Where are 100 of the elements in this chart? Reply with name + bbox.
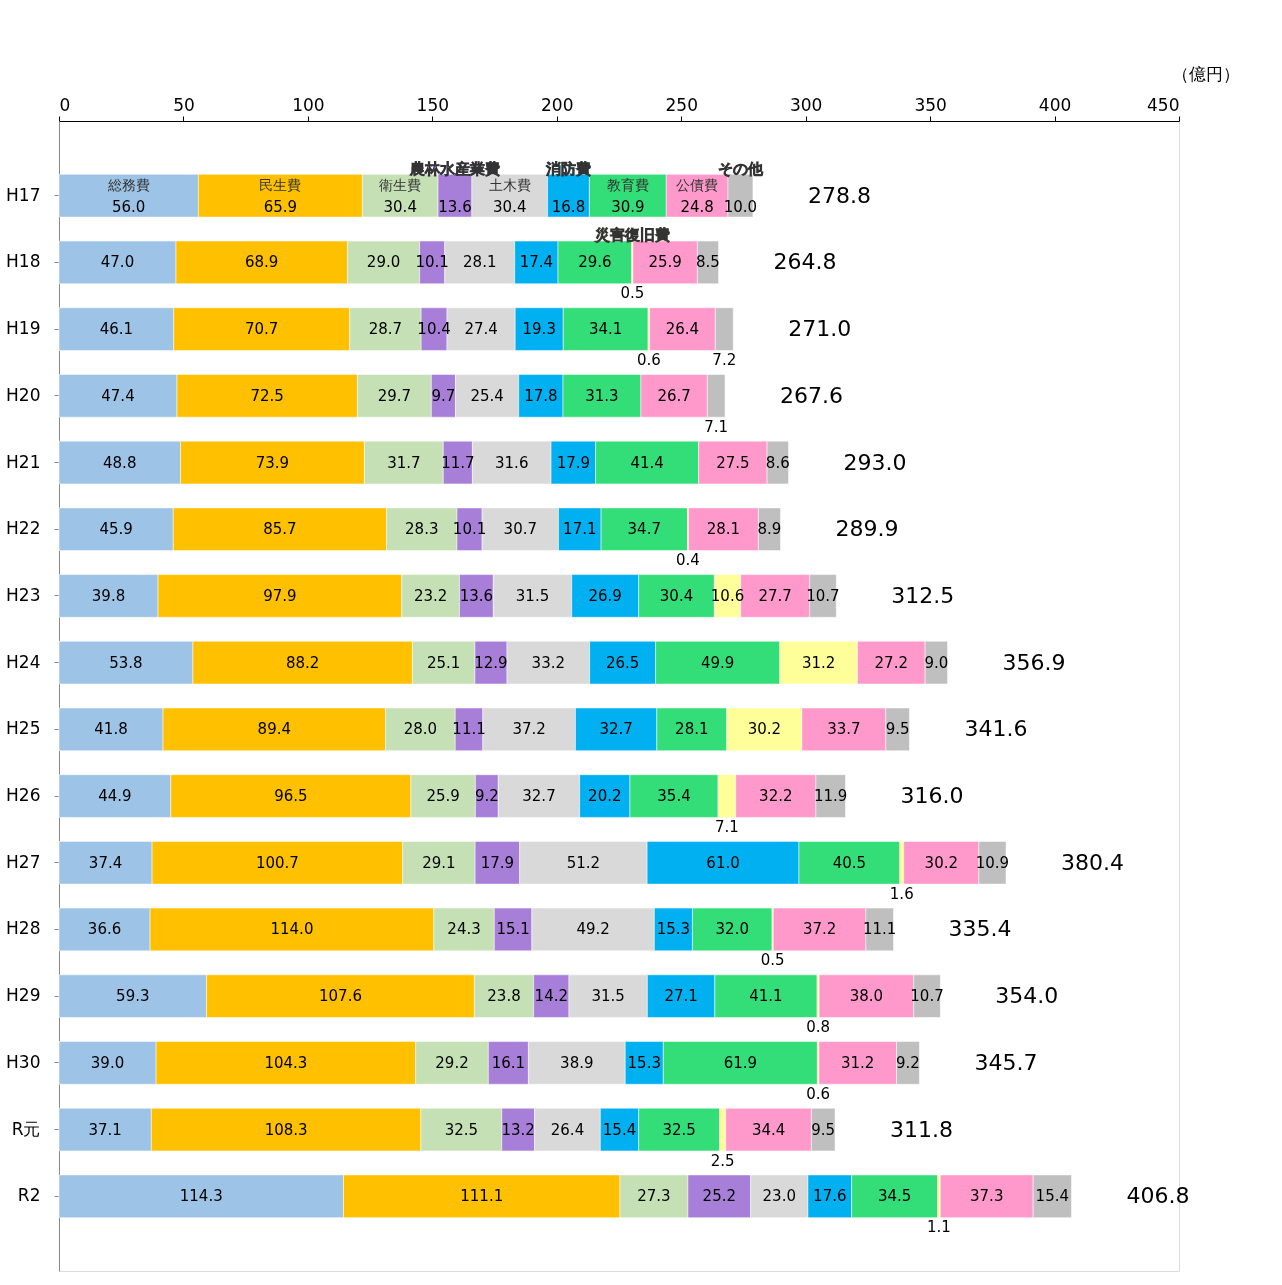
data-label: 37.2 — [802, 920, 837, 939]
x-tick-label: 200 — [541, 94, 574, 115]
data-label: 34.4 — [751, 1120, 786, 1139]
y-tick-label: H19 — [6, 318, 41, 339]
data-label: 11.7 — [441, 453, 475, 472]
data-label: 47.4 — [101, 386, 135, 405]
y-tick-label: R元 — [11, 1118, 41, 1139]
data-label: 7.1 — [704, 417, 729, 436]
data-label: 68.9 — [245, 253, 279, 272]
total-label: 380.4 — [1061, 849, 1125, 875]
data-label: 34.7 — [627, 520, 661, 539]
series-label: 農林水産業費 — [408, 159, 500, 178]
data-label: 27.1 — [664, 987, 698, 1006]
data-label: 1.1 — [927, 1218, 951, 1237]
data-label: 104.3 — [264, 1053, 308, 1072]
data-label: 25.4 — [470, 386, 504, 405]
x-tick-label: 150 — [416, 94, 450, 115]
data-label: 89.4 — [257, 720, 291, 739]
data-label: 31.6 — [495, 453, 529, 472]
data-label: 26.9 — [588, 586, 622, 605]
data-label: 29.0 — [366, 253, 401, 272]
data-label: 0.5 — [620, 284, 645, 303]
data-label: 10.0 — [723, 197, 758, 216]
data-label: 15.3 — [627, 1053, 661, 1072]
data-label: 100.7 — [255, 853, 299, 872]
data-label: 32.5 — [662, 1120, 696, 1139]
total-label: 356.9 — [1002, 649, 1066, 675]
data-label: 10.7 — [806, 586, 840, 605]
series-label: 民生費 — [259, 176, 302, 193]
data-label: 37.1 — [88, 1120, 122, 1139]
data-label: 34.1 — [588, 320, 623, 339]
data-label: 8.6 — [765, 453, 790, 472]
series-label: 土木費 — [488, 176, 531, 193]
data-label: 15.4 — [1035, 1187, 1070, 1206]
data-label: 30.4 — [659, 586, 694, 605]
data-label: 29.2 — [435, 1053, 469, 1072]
data-label: 48.8 — [103, 453, 137, 472]
data-label: 9.2 — [474, 787, 499, 806]
total-label: 345.7 — [974, 1049, 1038, 1075]
data-label: 24.3 — [447, 920, 481, 939]
data-label: 15.3 — [656, 920, 691, 939]
data-label: 28.0 — [403, 720, 438, 739]
total-label: 278.8 — [807, 182, 871, 208]
y-tick-label: H23 — [6, 584, 41, 605]
data-label: 61.9 — [723, 1053, 758, 1072]
data-label: 15.4 — [602, 1120, 637, 1139]
data-label: 13.6 — [438, 197, 472, 216]
x-tick-label: 450 — [1147, 94, 1180, 115]
data-label: 26.4 — [665, 320, 700, 339]
data-label: 23.0 — [762, 1187, 796, 1206]
data-label: 114.0 — [270, 920, 314, 939]
y-tick-label: H26 — [6, 785, 41, 806]
data-label: 16.8 — [551, 197, 586, 216]
y-tick-label: H29 — [6, 985, 41, 1006]
y-tick-label: H22 — [6, 518, 41, 539]
data-label: 10.7 — [910, 987, 944, 1006]
data-label: 30.4 — [383, 197, 417, 216]
y-tick-label: H24 — [6, 651, 41, 672]
data-label: 10.1 — [415, 253, 449, 272]
data-label: 40.5 — [832, 853, 867, 872]
data-label: 19.3 — [522, 320, 556, 339]
data-label: 31.7 — [387, 453, 421, 472]
data-label: 39.0 — [90, 1053, 125, 1072]
x-tick-label: 400 — [1038, 94, 1072, 115]
data-label: 37.4 — [88, 853, 123, 872]
data-label: 72.5 — [250, 386, 284, 405]
data-label: 9.0 — [924, 653, 949, 672]
data-label: 33.7 — [827, 720, 861, 739]
data-label: 25.9 — [426, 787, 460, 806]
data-label: 13.6 — [459, 586, 494, 605]
data-label: 37.3 — [970, 1187, 1004, 1206]
data-label: 39.8 — [91, 586, 126, 605]
data-label: 27.4 — [464, 320, 498, 339]
data-label: 88.2 — [285, 653, 320, 672]
data-label: 27.3 — [637, 1187, 671, 1206]
data-label: 26.5 — [605, 653, 640, 672]
total-label: 264.8 — [773, 249, 837, 275]
data-label: 26.7 — [657, 386, 691, 405]
data-label: 13.2 — [501, 1120, 535, 1139]
series-label: 衛生費 — [379, 176, 422, 193]
data-label: 28.1 — [706, 520, 741, 539]
data-label: 32.2 — [759, 787, 793, 806]
data-label: 8.9 — [757, 520, 782, 539]
data-label: 27.5 — [716, 453, 750, 472]
data-label: 30.4 — [493, 197, 527, 216]
data-label: 114.3 — [179, 1187, 223, 1206]
total-label: 271.0 — [788, 316, 852, 342]
data-label: 65.9 — [263, 197, 298, 216]
data-label: 38.0 — [849, 987, 884, 1006]
data-label: 8.5 — [696, 253, 720, 272]
total-label: 316.0 — [900, 783, 964, 809]
data-label: 23.2 — [413, 586, 448, 605]
data-label: 31.5 — [591, 987, 625, 1006]
x-axis-title: （億円） — [1171, 63, 1240, 84]
total-label: 311.8 — [890, 1116, 954, 1142]
data-label: 20.2 — [588, 787, 622, 806]
data-label: 25.2 — [702, 1187, 737, 1206]
data-label: 47.0 — [100, 253, 135, 272]
data-label: 24.8 — [680, 197, 714, 216]
data-label: 0.6 — [806, 1084, 831, 1103]
